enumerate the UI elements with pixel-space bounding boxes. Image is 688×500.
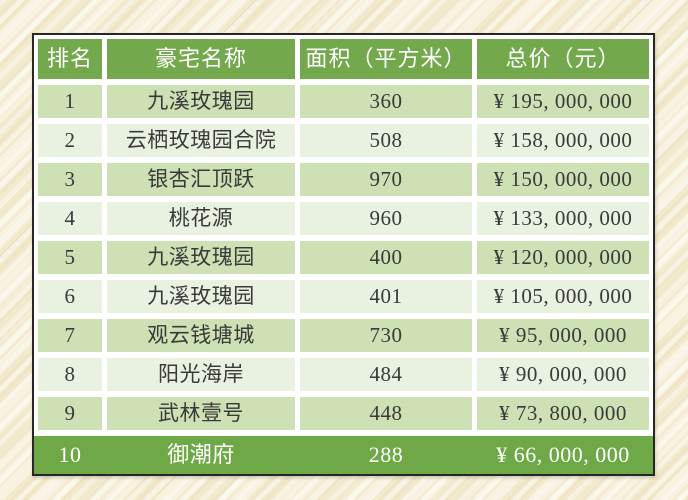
price-cell: ¥ 195, 000, 000 [477, 85, 649, 118]
rank-cell: 9 [38, 397, 102, 430]
area-cell: 960 [300, 202, 472, 235]
price-cell: ¥ 120, 000, 000 [477, 241, 649, 274]
luxury-home-ranking-table: 排名 豪宅名称 面积（平方米） 总价（元） 1 九溪玫瑰园 360 ¥ 195,… [38, 39, 649, 430]
name-cell: 桃花源 [107, 202, 295, 235]
area-cell: 401 [300, 280, 472, 313]
area-cell: 360 [300, 85, 472, 118]
column-header-name: 豪宅名称 [107, 39, 295, 79]
rank-cell: 2 [38, 124, 102, 157]
price-cell: ¥ 105, 000, 000 [477, 280, 649, 313]
price-cell: ¥ 158, 000, 000 [477, 124, 649, 157]
name-cell: 银杏汇顶跃 [107, 163, 295, 196]
rank-cell: 3 [38, 163, 102, 196]
area-cell: 970 [300, 163, 472, 196]
area-cell: 288 [368, 442, 404, 467]
name-cell: 御潮府 [167, 442, 235, 467]
column-header-price: 总价（元） [477, 39, 649, 79]
name-cell: 九溪玫瑰园 [107, 241, 295, 274]
area-cell: 484 [300, 358, 472, 391]
rank-cell: 6 [38, 280, 102, 313]
name-cell: 九溪玫瑰园 [107, 280, 295, 313]
name-cell: 观云钱塘城 [107, 319, 295, 352]
price-cell: ¥ 150, 000, 000 [477, 163, 649, 196]
table-row-highlighted: 10 御潮府 288 ¥ 66, 000, 000 [34, 436, 653, 474]
rank-cell: 5 [38, 241, 102, 274]
rank-cell: 10 [58, 442, 82, 467]
price-cell: ¥ 95, 000, 000 [477, 319, 649, 352]
column-header-area: 面积（平方米） [300, 39, 472, 79]
area-cell: 400 [300, 241, 472, 274]
column-header-rank: 排名 [38, 39, 102, 79]
name-cell: 武林壹号 [107, 397, 295, 430]
name-cell: 阳光海岸 [107, 358, 295, 391]
area-cell: 508 [300, 124, 472, 157]
name-cell: 云栖玫瑰园合院 [107, 124, 295, 157]
area-cell: 730 [300, 319, 472, 352]
price-cell: ¥ 133, 000, 000 [477, 202, 649, 235]
price-cell: ¥ 90, 000, 000 [477, 358, 649, 391]
rank-cell: 7 [38, 319, 102, 352]
rank-cell: 8 [38, 358, 102, 391]
ranking-table-frame: 排名 豪宅名称 面积（平方米） 总价（元） 1 九溪玫瑰园 360 ¥ 195,… [32, 33, 655, 476]
area-cell: 448 [300, 397, 472, 430]
name-cell: 九溪玫瑰园 [107, 85, 295, 118]
rank-cell: 4 [38, 202, 102, 235]
rank-cell: 1 [38, 85, 102, 118]
price-cell: ¥ 73, 800, 000 [477, 397, 649, 430]
price-cell: ¥ 66, 000, 000 [496, 442, 630, 467]
